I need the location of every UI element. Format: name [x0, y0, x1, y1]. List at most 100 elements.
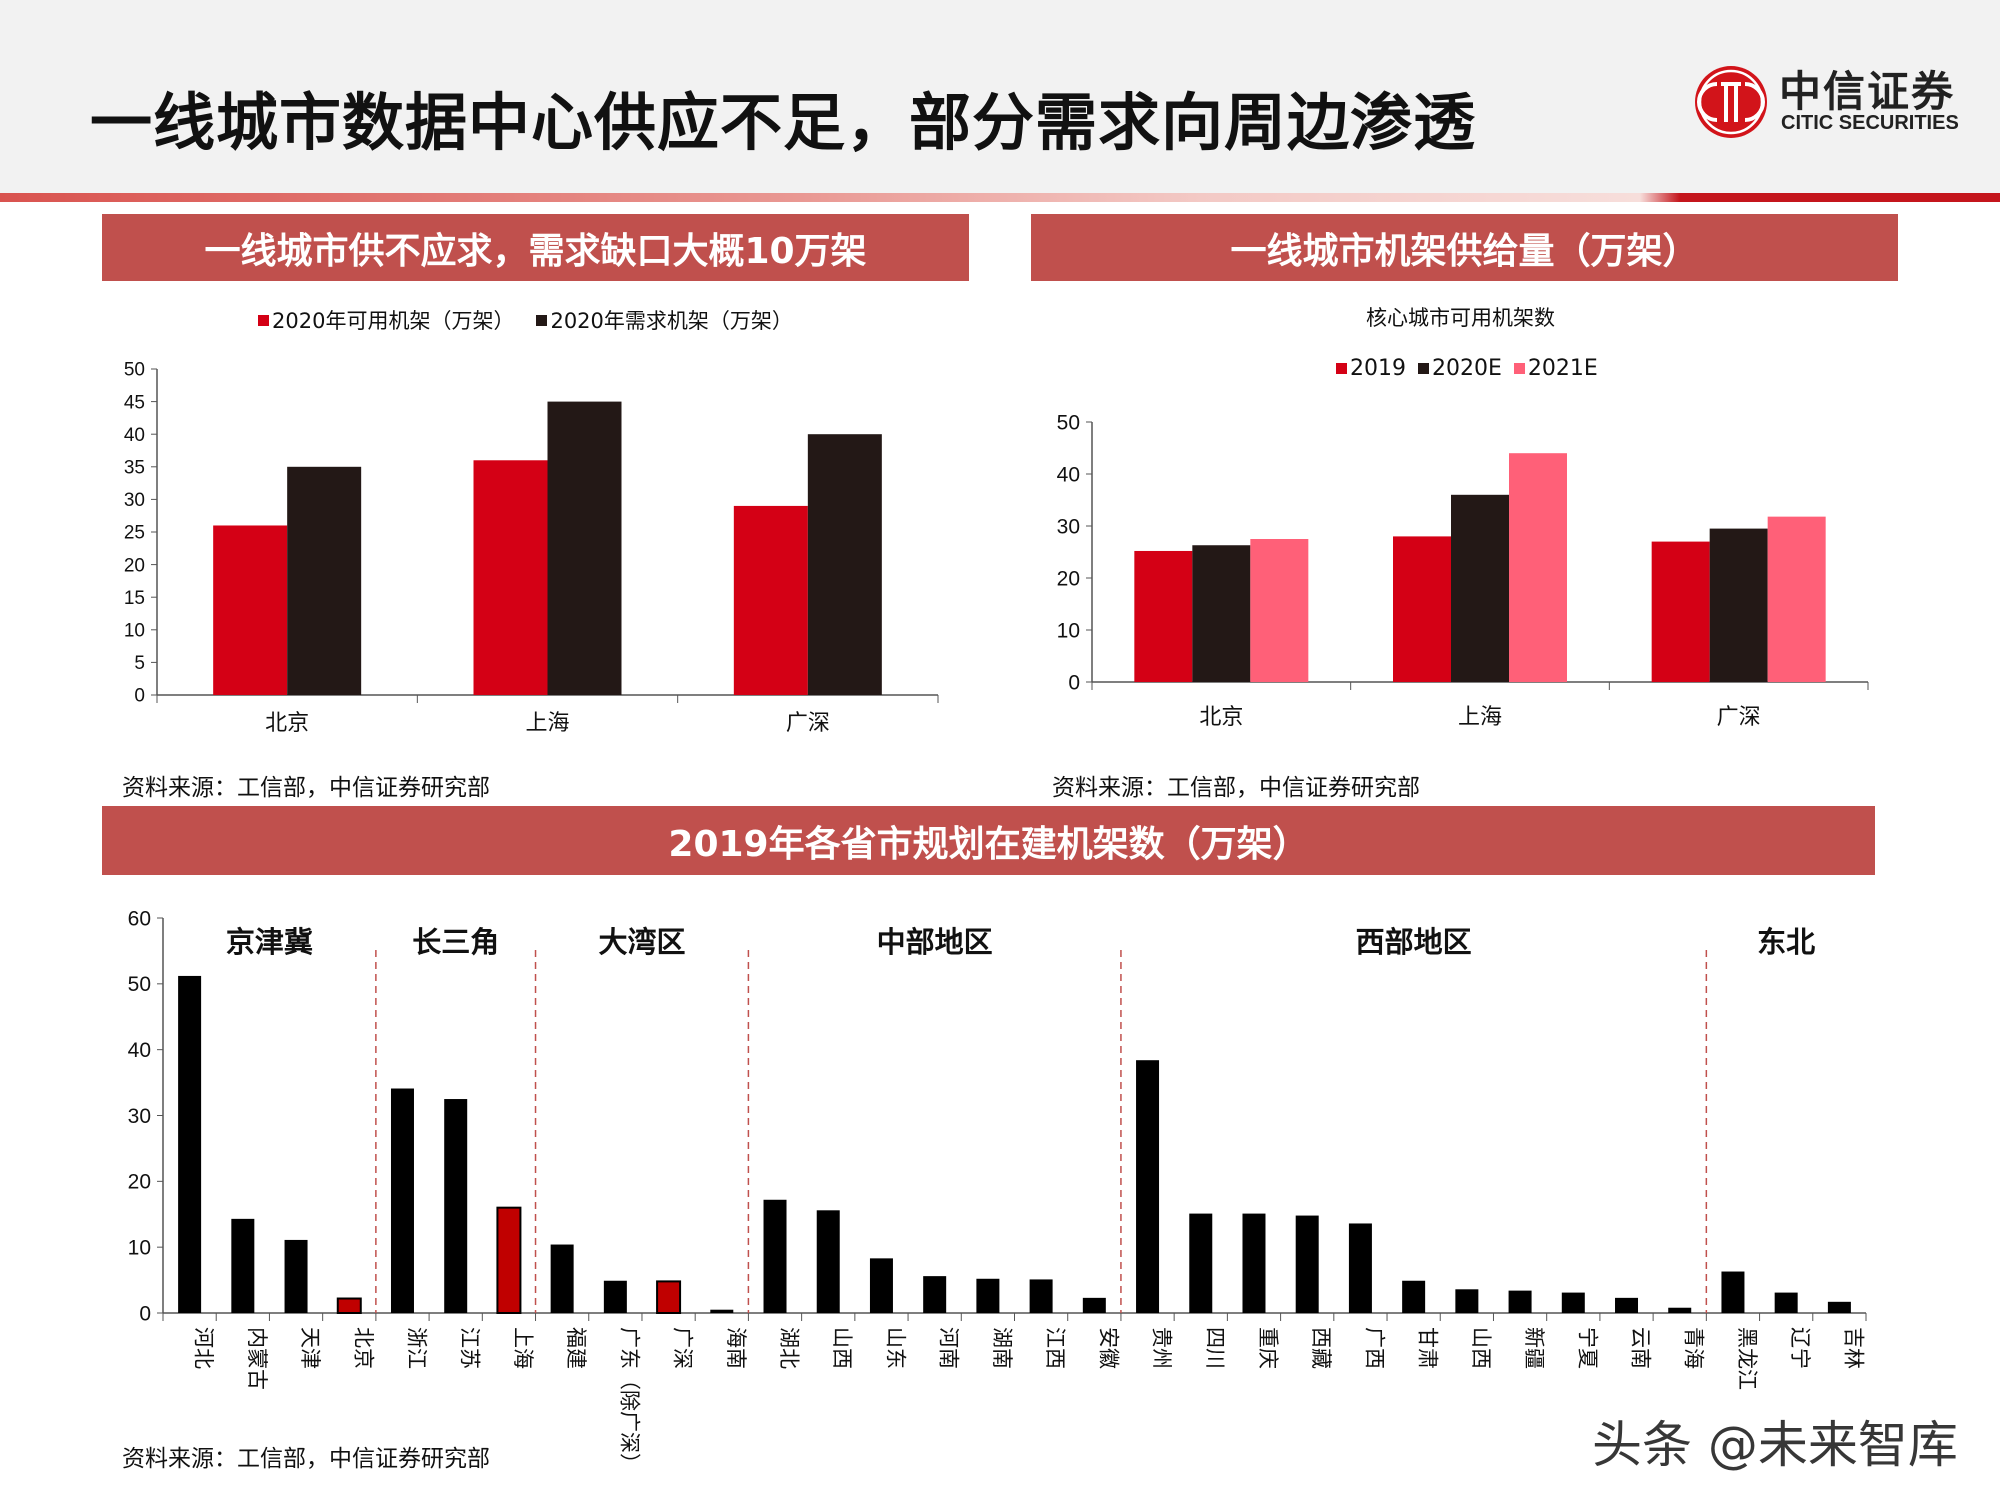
region-label: 东北: [1757, 925, 1815, 959]
bar-上海: [496, 1206, 522, 1314]
legend-swatch: [1513, 363, 1525, 374]
left-panel-title: 一线城市供不应求，需求缺口大概10万架: [102, 214, 969, 281]
y-tick-label: 10: [124, 620, 145, 641]
x-tick-label: 广深: [1717, 704, 1761, 729]
bar-山西: [816, 1210, 840, 1313]
y-tick-label: 5: [134, 653, 145, 674]
bar-海南: [710, 1309, 734, 1313]
bar-安徽: [1082, 1297, 1106, 1313]
y-tick-label: 0: [1068, 671, 1080, 694]
x-tick-label: 黑龙江: [1735, 1327, 1758, 1390]
right-source-note: 资料来源：工信部，中信证券研究部: [1052, 775, 1420, 801]
x-tick-label: 贵州: [1150, 1327, 1173, 1369]
y-tick-label: 20: [128, 1171, 151, 1194]
x-tick-label: 安徽: [1096, 1327, 1119, 1369]
region-label: 京津冀: [226, 925, 313, 959]
region-label: 西部地区: [1356, 925, 1472, 959]
x-tick-label: 上海: [525, 710, 569, 735]
x-tick-label: 宁夏: [1575, 1327, 1598, 1369]
bar-2021E-北京: [1250, 539, 1309, 682]
bar-浙江: [390, 1088, 414, 1313]
bar-2020年可用机架（万架）-广深: [733, 505, 808, 695]
bar-2020年可用机架（万架）-上海: [473, 460, 548, 695]
legend-item: 2020E: [1418, 356, 1502, 381]
x-tick-label: 云南: [1629, 1327, 1652, 1369]
citic-logo-icon: [1695, 66, 1767, 138]
y-tick-label: 45: [124, 392, 145, 413]
bar-青海: [1668, 1307, 1692, 1313]
bar-西藏: [1295, 1215, 1319, 1313]
x-tick-label: 吉林: [1841, 1327, 1864, 1369]
bar-内蒙古: [231, 1218, 255, 1313]
page-title: 一线城市数据中心供应不足，部分需求向周边渗透: [90, 86, 1477, 159]
legend-item: 2020年需求机架（万架）: [536, 305, 793, 335]
legend-item: 2020年可用机架（万架）: [258, 305, 514, 335]
x-tick-label: 西藏: [1309, 1327, 1332, 1369]
x-tick-label: 青海: [1682, 1327, 1705, 1369]
y-tick-label: 60: [128, 907, 151, 930]
bar-2019-上海: [1393, 536, 1451, 682]
legend-item: 2019: [1336, 356, 1406, 381]
y-tick-label: 30: [1057, 515, 1080, 538]
y-tick-label: 0: [139, 1302, 151, 1325]
legend-label: 2019: [1350, 356, 1406, 381]
region-label: 中部地区: [877, 925, 993, 959]
legend-swatch: [1336, 363, 1347, 374]
bar-2020E-上海: [1451, 494, 1509, 682]
bar-广东（除广深）: [603, 1280, 627, 1313]
bar-宁夏: [1561, 1292, 1585, 1313]
y-tick-label: 20: [1057, 567, 1080, 590]
y-tick-label: 35: [124, 457, 145, 478]
bar-云南: [1615, 1297, 1639, 1313]
watermark: 头条 @未来智库: [1592, 1416, 1958, 1474]
y-tick-label: 30: [128, 1105, 151, 1128]
bar-福建: [550, 1244, 574, 1313]
y-tick-label: 40: [1057, 463, 1080, 486]
x-tick-label: 北京: [1199, 704, 1243, 729]
bar-北京: [336, 1297, 362, 1315]
bar-2020年需求机架（万架）-广深: [807, 434, 882, 695]
x-tick-label: 山西: [1469, 1327, 1492, 1369]
bar-2019-广深: [1651, 541, 1710, 682]
bar-2020E-广深: [1709, 528, 1768, 682]
x-tick-label: 四川: [1203, 1327, 1226, 1369]
bar-2020年需求机架（万架）-上海: [547, 401, 622, 695]
x-tick-label: 湖南: [990, 1327, 1013, 1369]
x-tick-label: 重庆: [1256, 1327, 1279, 1369]
left-source-note: 资料来源：工信部，中信证券研究部: [122, 775, 490, 801]
y-tick-label: 20: [124, 555, 145, 576]
header-bar: 一线城市数据中心供应不足，部分需求向周边渗透 中信证券 CITIC SECURI…: [0, 0, 2000, 194]
y-tick-label: 50: [124, 360, 145, 381]
bar-2019-北京: [1134, 550, 1193, 682]
x-tick-label: 山东: [883, 1327, 906, 1369]
bottom-source-note: 资料来源：工信部，中信证券研究部: [122, 1446, 490, 1472]
x-tick-label: 广东（除广深）: [617, 1327, 640, 1474]
x-tick-label: 北京: [351, 1327, 374, 1369]
bar-山东: [869, 1258, 893, 1313]
right-chart-title: 核心城市可用机架数: [1366, 306, 1555, 330]
bar-河南: [923, 1276, 947, 1313]
legend-label: 2020年需求机架（万架）: [550, 309, 793, 333]
bar-天津: [284, 1239, 308, 1313]
bar-江西: [1029, 1279, 1053, 1313]
bar-2021E-上海: [1509, 453, 1567, 682]
bar-2020年需求机架（万架）-北京: [287, 466, 362, 695]
bar-2021E-广深: [1767, 516, 1826, 682]
x-tick-label: 天津: [298, 1327, 321, 1369]
x-tick-label: 河南: [937, 1327, 960, 1369]
x-tick-label: 甘肃: [1416, 1327, 1439, 1369]
x-tick-label: 湖北: [777, 1327, 800, 1369]
bar-湖北: [763, 1199, 787, 1313]
x-tick-label: 广深: [671, 1327, 694, 1369]
x-tick-label: 江西: [1043, 1327, 1066, 1369]
bar-2020年可用机架（万架）-北京: [213, 525, 288, 695]
bar-吉林: [1827, 1301, 1851, 1313]
bar-新疆: [1508, 1290, 1532, 1313]
region-label: 长三角: [412, 926, 499, 959]
y-tick-label: 30: [124, 490, 145, 511]
citic-logo: 中信证券 CITIC SECURITIES: [1695, 62, 1965, 142]
legend-label: 2020E: [1432, 356, 1502, 381]
x-tick-label: 浙江: [404, 1327, 427, 1369]
bar-2020E-北京: [1192, 545, 1251, 682]
